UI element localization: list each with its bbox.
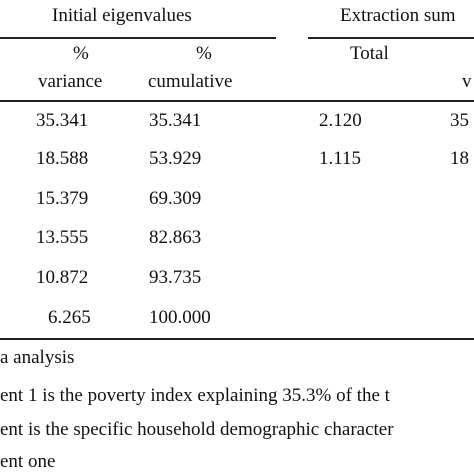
cell-variance: 35.341 xyxy=(36,110,89,131)
rule-header-bottom xyxy=(0,100,474,102)
cell-total: 2.120 xyxy=(319,110,362,131)
footnote-line: ent one xyxy=(0,451,56,472)
cell-cumulative: 93.735 xyxy=(149,267,202,288)
cell-variance: 6.265 xyxy=(48,307,91,328)
rule-extraction-group xyxy=(308,37,474,39)
col-header-variance: variance xyxy=(38,71,103,92)
rule-table-bottom xyxy=(0,338,474,340)
group-header-initial-eigenvalues: Initial eigenvalues xyxy=(52,5,192,26)
footnote-line: a analysis xyxy=(0,347,75,368)
col-header-cumulative-pct: % xyxy=(196,43,212,64)
cell-partial: 18 xyxy=(450,148,469,169)
cell-cumulative: 53.929 xyxy=(149,148,202,169)
rule-initial-group xyxy=(0,37,276,39)
cell-cumulative: 82.863 xyxy=(149,227,202,248)
cell-variance: 15.379 xyxy=(36,188,89,209)
footnote-line: ent 1 is the poverty index explaining 35… xyxy=(0,385,390,406)
cell-variance: 18.588 xyxy=(36,148,89,169)
cell-cumulative: 35.341 xyxy=(149,110,202,131)
cell-partial: 35 xyxy=(450,110,469,131)
cell-cumulative: 69.309 xyxy=(149,188,202,209)
cell-total: 1.115 xyxy=(319,148,362,169)
cell-variance: 13.555 xyxy=(36,227,89,248)
col-header-cumulative: cumulative xyxy=(148,71,233,92)
group-header-extraction-sums: Extraction sum xyxy=(340,5,456,26)
footnote-line: ent is the specific household demographi… xyxy=(0,419,394,440)
col-header-total: Total xyxy=(350,43,389,64)
col-header-partial-v: v xyxy=(462,71,472,92)
cell-variance: 10.872 xyxy=(36,267,89,288)
cell-cumulative: 100.000 xyxy=(149,307,211,328)
col-header-variance-pct: % xyxy=(73,43,89,64)
